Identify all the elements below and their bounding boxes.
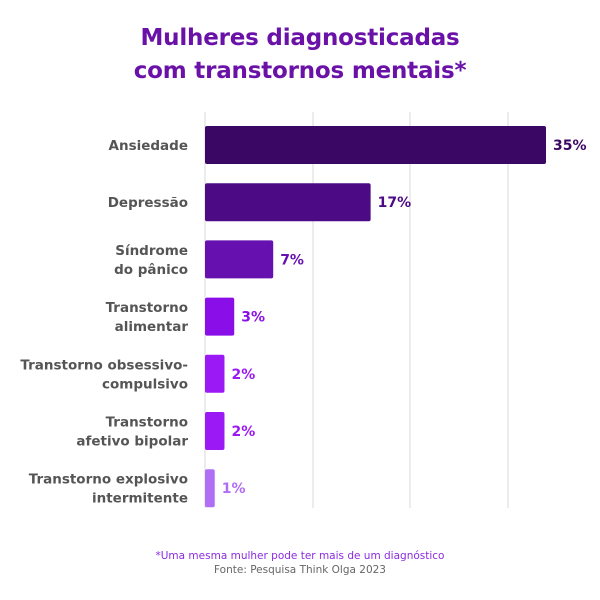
bar (205, 469, 215, 508)
chart-title-line-1: Mulheres diagnosticadas (140, 25, 460, 51)
category-label: Síndrome do pânico (114, 243, 188, 278)
category-label-line: intermitente (92, 491, 188, 507)
category-label: Transtorno obsessivo-compulsivo (20, 357, 188, 392)
category-label-line: Ansiedade (109, 138, 188, 154)
category-label-line: Síndrome (115, 243, 188, 259)
bar (205, 240, 274, 279)
value-labels: 35% 17% 7% 3% 2% 2% 1% (222, 138, 587, 497)
category-label-line: do pânico (114, 262, 188, 278)
bar (205, 126, 546, 164)
value-label: 3% (241, 310, 265, 326)
bars (205, 126, 546, 508)
category-label-line: Transtorno obsessivo- (20, 357, 188, 373)
footnote-source: Fonte: Pesquisa Think Olga 2023 (214, 564, 386, 576)
category-label-line: Transtorno (106, 300, 188, 316)
bar (205, 183, 371, 222)
footnote-note: *Uma mesma mulher pode ter mais de um di… (155, 550, 445, 562)
category-label-line: Transtorno explosivo (29, 472, 188, 488)
value-label: 1% (222, 481, 246, 497)
category-label-line: Transtorno (106, 415, 188, 431)
category-labels: Ansiedade Depressão Síndrome do pânico Trans… (20, 138, 188, 507)
value-label: 2% (231, 424, 255, 440)
bar (205, 354, 225, 393)
footnote: *Uma mesma mulher pode ter mais de um di… (0, 549, 600, 577)
category-label: Depressão (108, 195, 188, 211)
category-label: Ansiedade (109, 138, 188, 154)
chart-title-line-2: com transtornos mentais* (133, 58, 467, 84)
value-label: 2% (231, 367, 255, 383)
value-label: 7% (280, 252, 304, 268)
category-label: Transtorno afetivo bipolar (76, 415, 188, 450)
category-label: Transtorno explosivo intermitente (29, 472, 188, 507)
value-label: 35% (553, 138, 587, 154)
value-label: 17% (378, 195, 412, 211)
category-label-line: Depressão (108, 195, 188, 211)
category-label-line: alimentar (115, 319, 189, 335)
bar (205, 297, 235, 336)
category-label-line: compulsivo (102, 376, 188, 392)
bar (205, 412, 225, 450)
category-label: Transtorno alimentar (106, 300, 189, 335)
chart-title: Mulheres diagnosticadas com transtornos … (0, 22, 600, 88)
category-label-line: afetivo bipolar (76, 434, 188, 450)
